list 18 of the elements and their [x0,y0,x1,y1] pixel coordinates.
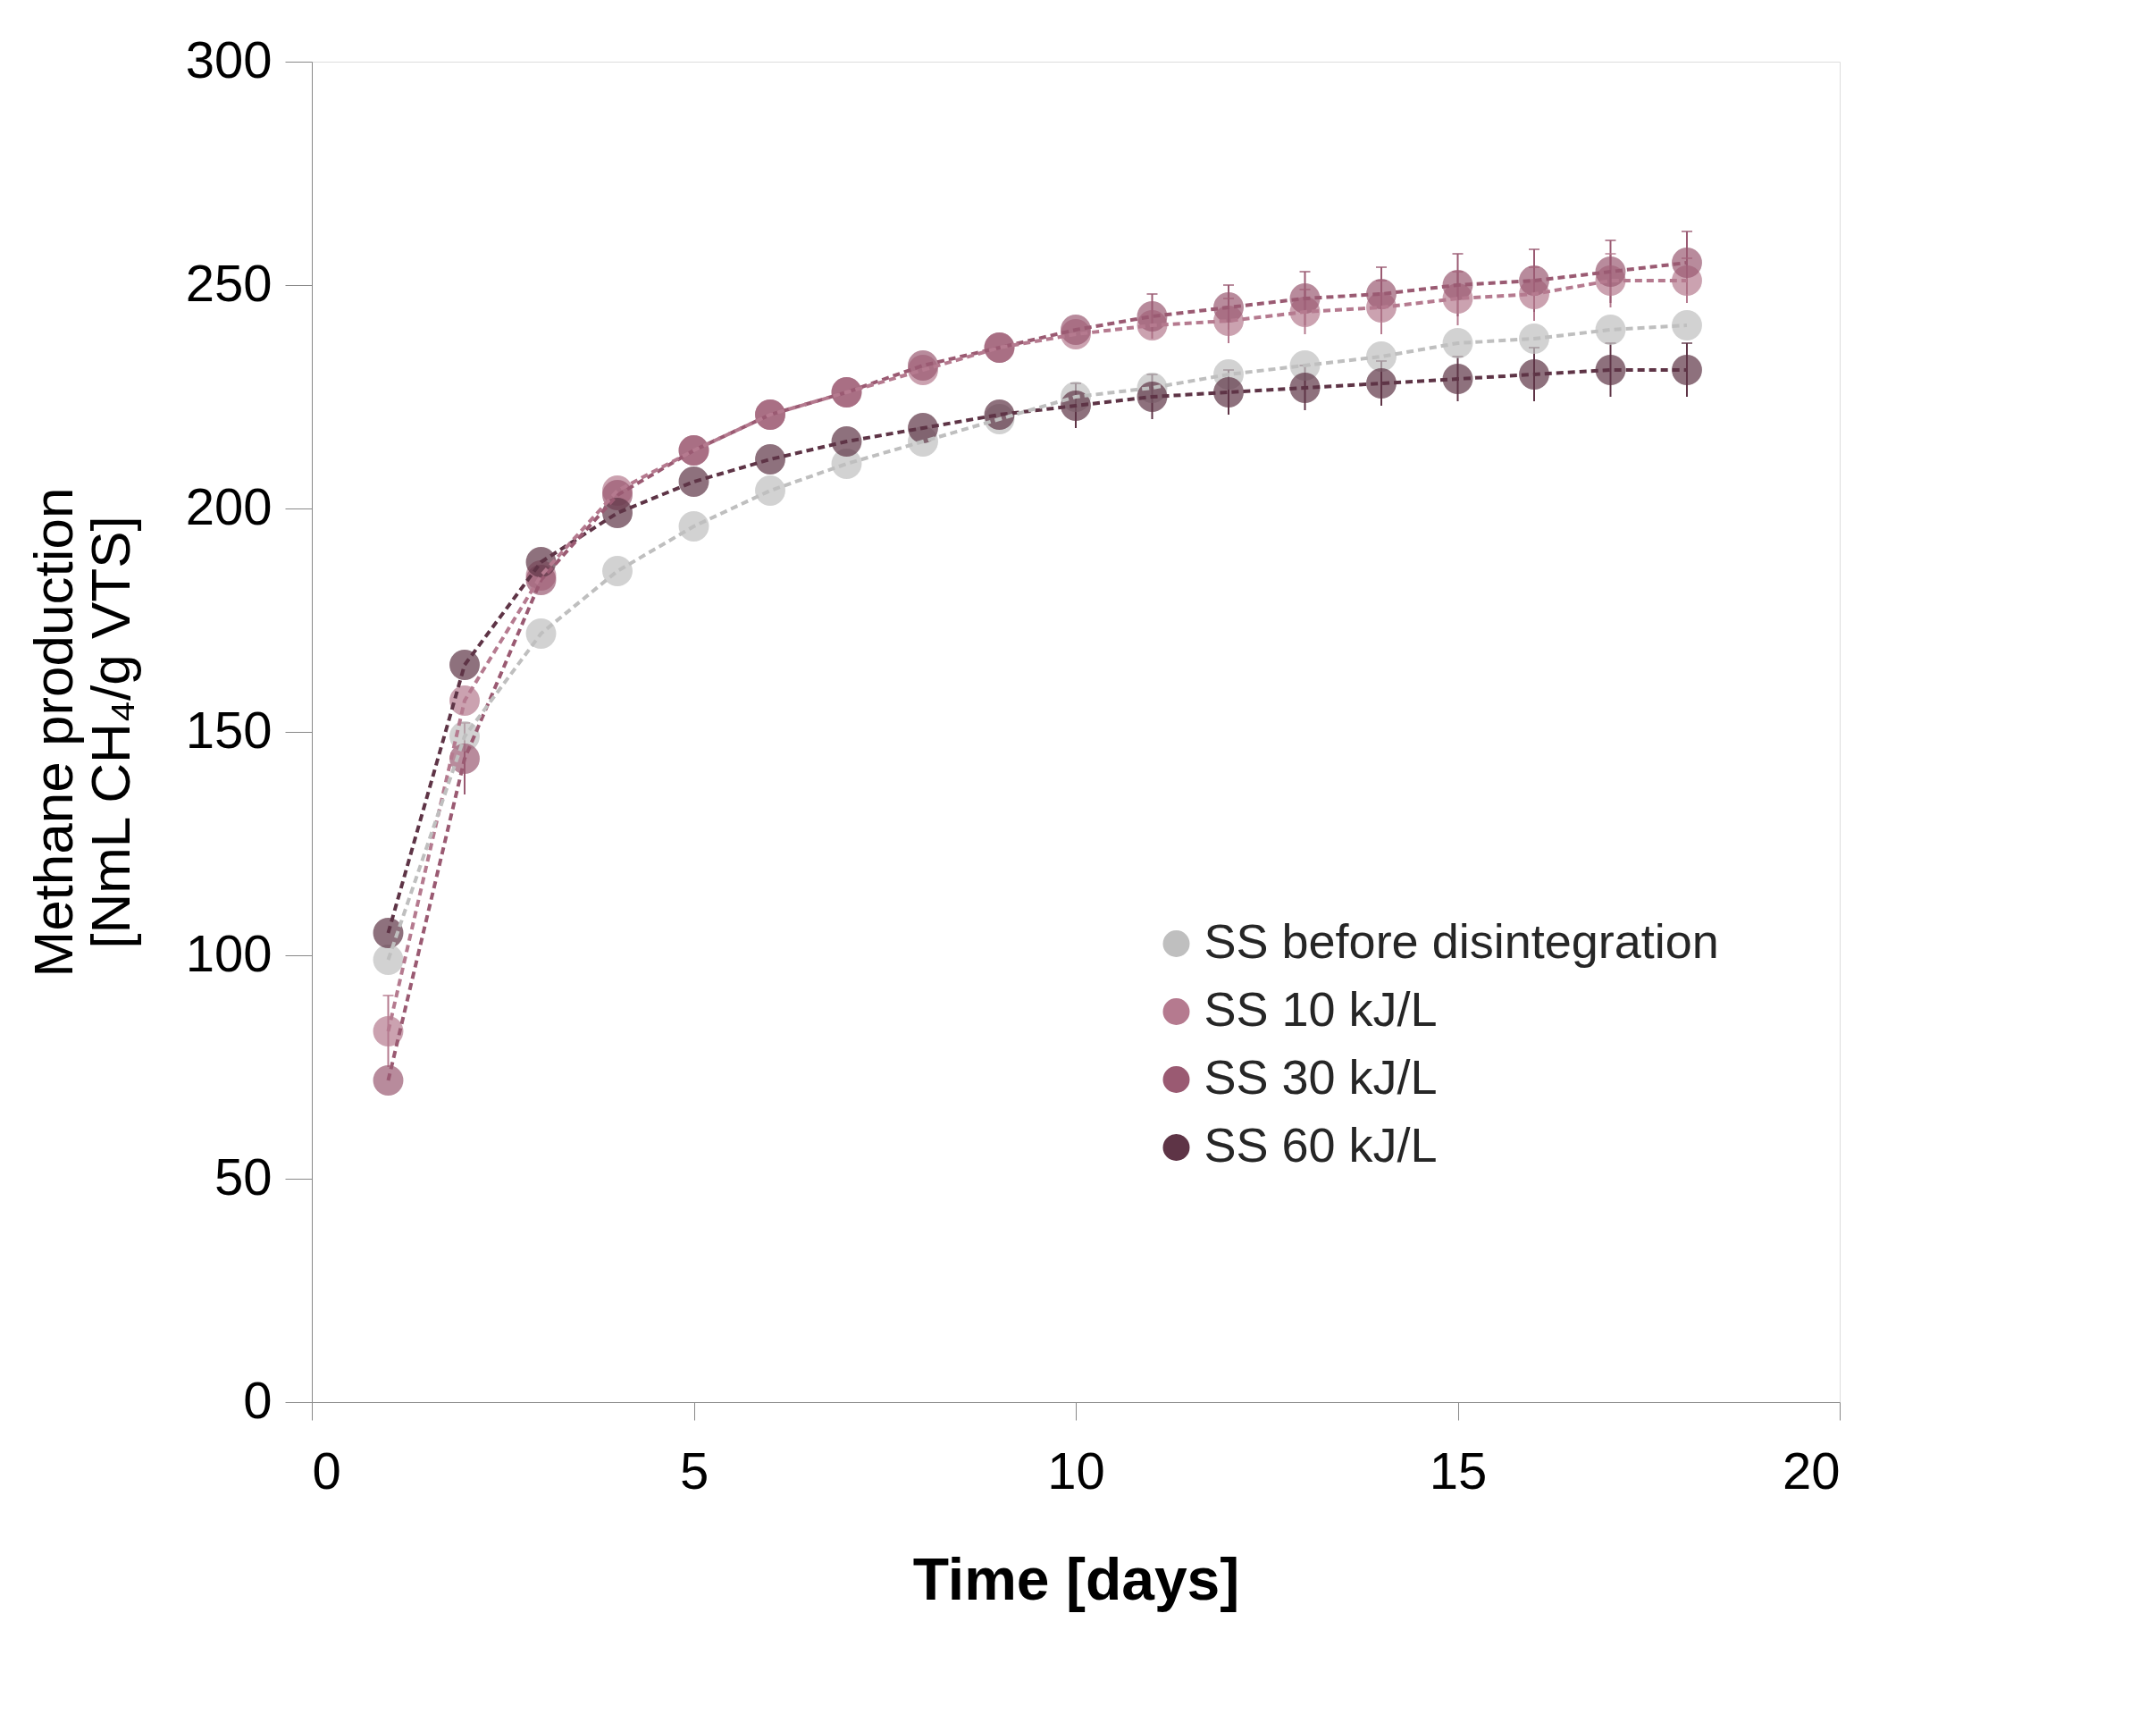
y-tick-label: 150 [185,700,273,759]
legend-label: SS before disintegration [1204,914,1719,968]
y-tick-label: 50 [214,1147,273,1206]
legend-label: SS 10 kJ/L [1204,982,1438,1036]
x-tick-label: 10 [1047,1441,1105,1500]
y-axis-title: Methane production [NmL CH₄/g VTS] [21,487,141,978]
x-tick-label: 15 [1429,1441,1488,1500]
x-tick-label: 5 [679,1441,709,1500]
y-tick-label: 250 [185,253,273,312]
x-tick-label: 20 [1782,1441,1841,1500]
legend-label: SS 30 kJ/L [1204,1050,1438,1104]
y-tick-label: 100 [185,923,273,982]
y-tick-label: 300 [185,29,273,88]
y-tick-label: 200 [185,476,273,535]
legend-label: SS 60 kJ/L [1204,1118,1438,1172]
x-axis-title: Time [days] [912,1545,1240,1612]
y-tick-label: 0 [243,1370,273,1429]
x-tick-label: 0 [312,1441,341,1500]
